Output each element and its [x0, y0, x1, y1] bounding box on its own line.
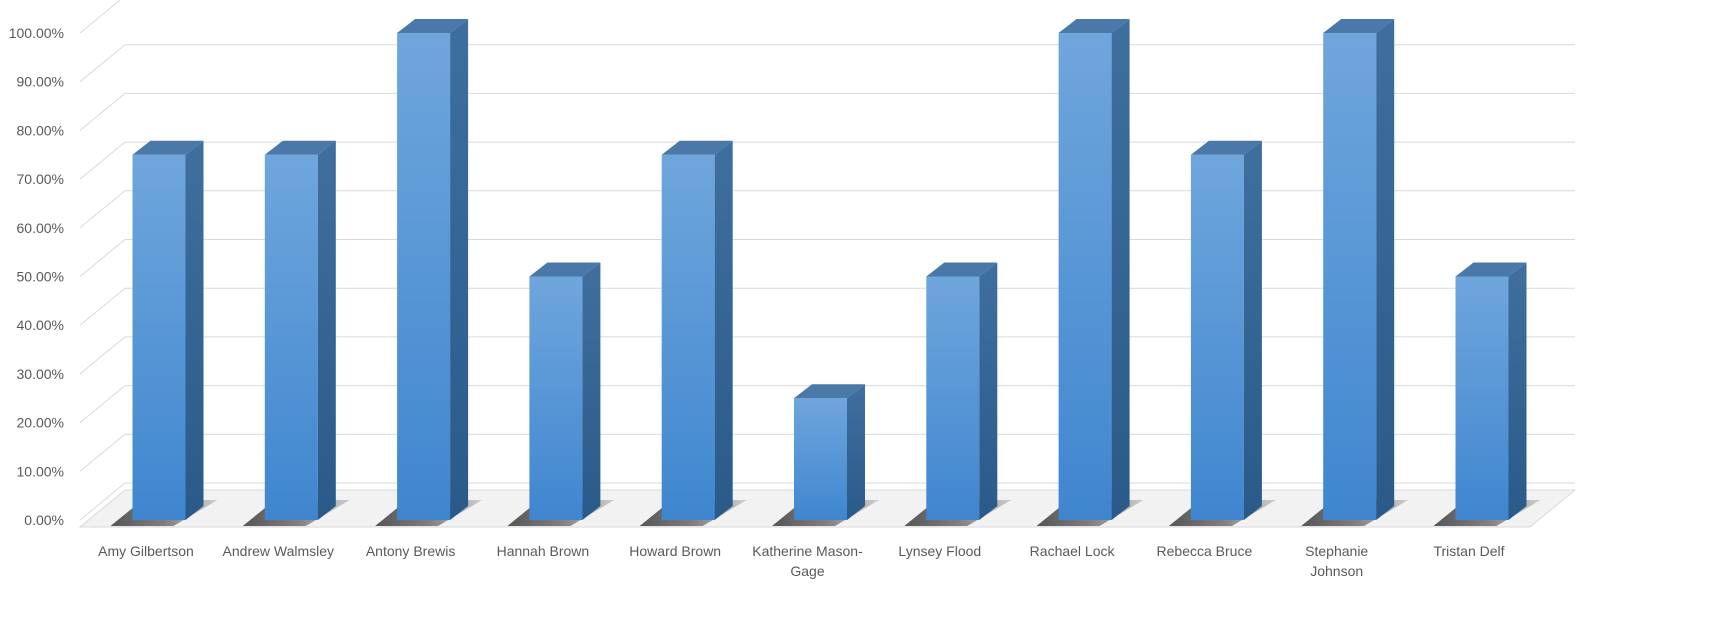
- bar-front: [1190, 154, 1244, 520]
- bar: [375, 19, 483, 526]
- bar-front: [1455, 276, 1509, 520]
- y-tick-label: 60.00%: [17, 220, 64, 236]
- bar: [1168, 140, 1276, 526]
- bar-front: [529, 276, 583, 520]
- y-tick-label: 80.00%: [17, 122, 64, 138]
- y-tick-label: 40.00%: [17, 317, 64, 333]
- bar-top: [132, 140, 204, 155]
- x-category-label: Howard Brown: [629, 543, 721, 559]
- gridline: [79, 0, 121, 34]
- y-tick-label: 50.00%: [17, 269, 64, 285]
- x-category-label: Katherine Mason-Gage: [752, 543, 863, 579]
- bar-side: [1508, 262, 1527, 520]
- x-category-label: Antony Brewis: [366, 543, 455, 559]
- bar-top: [1323, 19, 1395, 33]
- y-tick-label: 70.00%: [17, 171, 64, 187]
- bar-top: [1058, 19, 1130, 33]
- bar-top: [264, 140, 336, 155]
- bar-side: [1243, 140, 1262, 520]
- bar-front: [1058, 33, 1112, 520]
- bar-side: [979, 262, 998, 520]
- bar-front: [1323, 33, 1377, 520]
- x-category-label: Rachael Lock: [1030, 543, 1116, 559]
- bar-top: [926, 262, 998, 277]
- x-category-label: Rebecca Bruce: [1157, 543, 1253, 559]
- bar: [1036, 19, 1144, 526]
- y-tick-label: 20.00%: [17, 415, 64, 431]
- x-category-label: Lynsey Flood: [898, 543, 981, 559]
- y-tick-label: 10.00%: [17, 463, 64, 479]
- bar: [904, 262, 1012, 526]
- bar-side: [1111, 19, 1130, 520]
- bar-top: [1190, 140, 1262, 155]
- bar-front: [926, 276, 980, 520]
- bar: [1433, 262, 1541, 526]
- bar: [772, 384, 879, 526]
- x-category-label: Tristan Delf: [1433, 543, 1504, 559]
- x-category-label: Stephanie Johnson: [1305, 543, 1368, 579]
- bar-side: [847, 384, 865, 520]
- bar-front: [264, 154, 318, 520]
- bar-side: [185, 140, 204, 520]
- bar-side: [317, 140, 336, 520]
- bar-front: [132, 154, 186, 520]
- bar-front: [661, 154, 715, 520]
- x-category-label: Andrew Walmsley: [223, 543, 335, 559]
- bar: [507, 262, 615, 526]
- bar-top: [397, 19, 469, 33]
- bar: [1301, 19, 1409, 526]
- bar: [110, 140, 218, 526]
- bar-side: [450, 19, 469, 520]
- y-axis-tick-labels: 0.00% 10.00% 20.00% 30.00% 40.00% 50.00% 60.00…: [9, 25, 64, 528]
- bar-top: [529, 262, 601, 277]
- bar: [242, 140, 350, 526]
- y-tick-label: 90.00%: [17, 74, 64, 90]
- bar-side: [714, 140, 733, 520]
- bar-side: [1376, 19, 1395, 520]
- y-tick-label: 30.00%: [17, 366, 64, 382]
- x-category-label: Amy Gilbertson: [98, 543, 194, 559]
- x-axis-category-labels: Amy Gilbertson Andrew Walmsley Antony Brew…: [98, 543, 1504, 579]
- bar-front: [794, 398, 847, 520]
- y-tick-label: 100.00%: [9, 25, 64, 41]
- y-tick-label: 0.00%: [24, 512, 64, 528]
- bar-side: [582, 262, 601, 520]
- bar: [639, 140, 747, 526]
- bar-top: [661, 140, 733, 155]
- x-category-label: Hannah Brown: [497, 543, 590, 559]
- bar-front: [397, 33, 451, 520]
- bar-top: [794, 384, 865, 399]
- bar-top: [1455, 262, 1527, 277]
- bars: [110, 19, 1541, 526]
